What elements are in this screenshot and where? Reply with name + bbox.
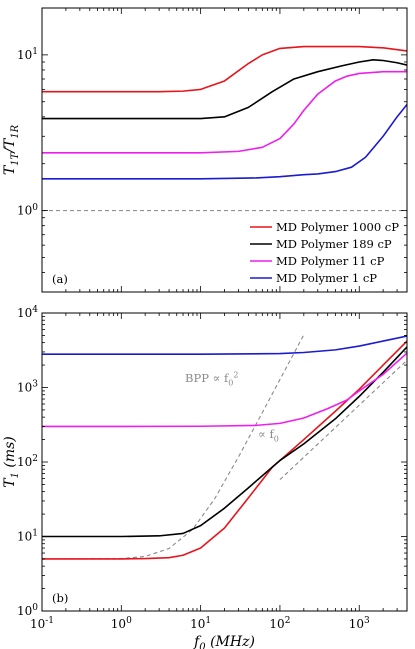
legend-label-2: MD Polymer 11 cP (276, 254, 385, 268)
panel-label-a: (a) (52, 272, 68, 286)
panel-label-b: (b) (52, 591, 68, 605)
series-line-a-1 (42, 58, 407, 120)
series-line-a-2 (42, 70, 407, 154)
legend-label-3: MD Polymer 1 cP (276, 271, 377, 285)
series-line-a-3 (42, 104, 407, 180)
legend-label-1: MD Polymer 189 cP (276, 237, 392, 251)
y-tick-label-b-0: 100​ (17, 603, 38, 618)
legend-label-0: MD Polymer 1000 cP (276, 220, 399, 234)
series-line-b-0 (42, 340, 407, 560)
annotation-bpp: BPP ∝ f02​ (185, 370, 238, 387)
series-line-b-3 (42, 335, 407, 355)
plot-area-b (42, 334, 407, 560)
y-tick-label-a-0: 100​ (17, 203, 38, 218)
legend: MD Polymer 1000 cP MD Polymer 189 cP MD Po… (250, 220, 399, 285)
y-tick-label-b-2: 102​ (17, 454, 38, 469)
x-tick-label-1: 100​ (111, 616, 132, 631)
x-tick-label-4: 103​ (349, 616, 370, 631)
panel-a: 100​101​T1T/T1R​(a)MD Polymer 1000 cPMD … (2, 7, 408, 293)
series-line-a-0 (42, 45, 407, 93)
y-axis-title-a: T1T/T1R​ (2, 124, 21, 175)
y-tick-label-b-3: 103​ (17, 380, 38, 395)
annotation-linear: ∝ f0​ (258, 427, 279, 443)
axes-frame-b (41, 312, 408, 612)
y-tick-label-a-1: 101​ (17, 47, 38, 62)
ticks-a (41, 7, 408, 293)
ticks-b (41, 312, 408, 612)
x-axis-title: f0 (MHz) (193, 634, 255, 649)
reference-curve-linear (279, 359, 407, 481)
y-tick-label-b-1: 101​ (17, 529, 38, 544)
plot-area-a (42, 45, 407, 212)
y-axis-title-b: T1 (ms) (2, 436, 21, 488)
series-line-b-1 (42, 346, 407, 538)
series-line-b-2 (42, 352, 407, 428)
x-tick-label-2: 101​ (190, 616, 211, 631)
y-tick-label-b-4: 104​ (17, 305, 38, 320)
reference-curve-bpp (42, 334, 305, 560)
panel-b: 100​101​102​103​104​10-1​100​101​102​103… (2, 305, 408, 649)
x-tick-label-0: 10-1​ (30, 616, 54, 631)
x-tick-label-3: 102​ (269, 616, 290, 631)
